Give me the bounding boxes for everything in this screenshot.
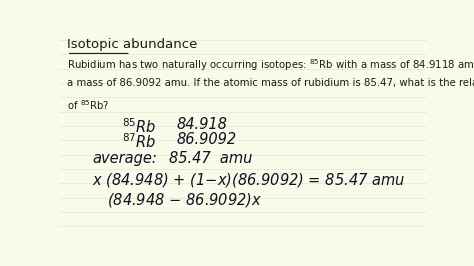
Text: $^{85}$Rb: $^{85}$Rb (122, 117, 156, 136)
Text: Rubidium has two naturally occurring isotopes: $^{85}$Rb with a mass of 84.9118 : Rubidium has two naturally occurring iso… (66, 57, 474, 73)
Text: $^{87}$Rb: $^{87}$Rb (122, 132, 156, 151)
Text: average:: average: (92, 151, 157, 166)
Text: of $^{85}$Rb?: of $^{85}$Rb? (66, 98, 109, 112)
Text: 85.47  amu: 85.47 amu (169, 151, 253, 166)
Text: 86.9092: 86.9092 (177, 132, 237, 147)
Text: (84.948 $-$ 86.9092)x: (84.948 $-$ 86.9092)x (107, 191, 263, 209)
Text: Isotopic abundance: Isotopic abundance (66, 38, 197, 51)
Text: 84.918: 84.918 (177, 117, 228, 132)
Text: a mass of 86.9092 amu. If the atomic mass of rubidium is 85.47, what is the rela: a mass of 86.9092 amu. If the atomic mas… (66, 78, 474, 88)
Text: x (84.948) + (1$-$x)(86.9092) = 85.47 amu: x (84.948) + (1$-$x)(86.9092) = 85.47 am… (92, 171, 406, 189)
